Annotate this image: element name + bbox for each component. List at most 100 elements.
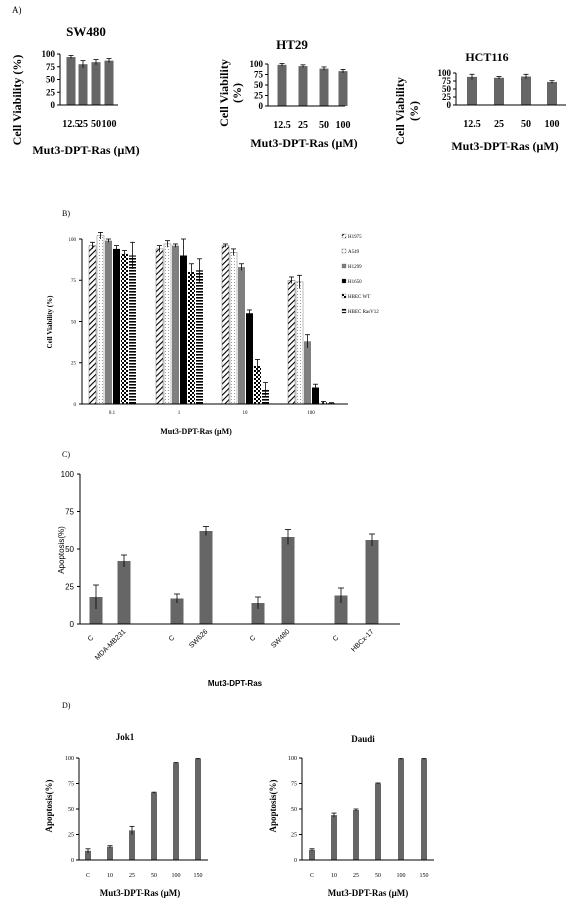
bar [151, 792, 157, 860]
bar-a549 [96, 235, 105, 405]
bars-panel-c [89, 526, 379, 624]
legend-label: H1975 [348, 235, 362, 240]
x-tick-label: 100 [545, 119, 560, 130]
legend-swatch [341, 248, 347, 254]
yticks-sw480: 0 25 50 75 100 [42, 49, 60, 110]
ylabel-jok1: Apoptosis(%) [44, 779, 54, 832]
xlabel-jok1: Mut3-DPT-Ras (μM) [100, 888, 181, 898]
bar-hbec-wt [188, 272, 195, 404]
x-tick-label: 100 [307, 411, 315, 416]
bar-treated [117, 561, 131, 624]
bar [91, 62, 101, 105]
y-tick-label: 25 [68, 833, 74, 839]
chart-title-daudi: Daudi [351, 734, 375, 744]
x-tick-label: 12.5 [62, 119, 80, 130]
bar-control [251, 603, 265, 624]
legend-swatch [341, 308, 347, 314]
bar [173, 763, 179, 860]
x-tick-label: 1 [178, 411, 181, 416]
bar [104, 60, 114, 105]
bar-h1299 [304, 341, 311, 404]
legend-swatch [341, 233, 347, 239]
bar [85, 850, 91, 860]
bar-h1299 [105, 240, 112, 404]
y-tick-label: 25 [442, 92, 452, 102]
ylabel-ht29-line1: Cell Viability [217, 59, 231, 127]
x-tick-label: 25 [353, 873, 359, 879]
bar-h1650 [113, 248, 120, 404]
legend-label: H1299 [348, 265, 362, 270]
panel-label-b: B) [62, 209, 70, 218]
bar [78, 64, 88, 105]
bar-treated [365, 540, 379, 624]
x-tick-label: 50 [375, 873, 381, 879]
chart-title-ht29: HT29 [276, 37, 308, 52]
y-tick-label: 25 [65, 582, 74, 591]
x-tick-label: 0.1 [109, 411, 116, 416]
legend-label: H1650 [348, 280, 362, 285]
xlabel-daudi: Mut3-DPT-Ras (μM) [328, 888, 409, 898]
bar-treated [281, 537, 295, 624]
y-tick-label: 50 [291, 807, 297, 813]
y-tick-label: 0 [70, 620, 75, 629]
y-tick-label: 50 [442, 84, 452, 94]
legend-label: A549 [348, 250, 360, 255]
x-tick-label: 150 [420, 873, 429, 879]
panel-label-c: C) [62, 450, 70, 459]
xlabel-ht29: Mut3-DPT-Ras (μM) [250, 136, 357, 150]
bar-h1650 [246, 313, 253, 404]
bar-h1975 [221, 245, 230, 405]
y-tick-label: 100 [438, 68, 452, 78]
legend-swatch [341, 278, 347, 284]
bar [277, 64, 287, 106]
chart-jok1: Jok1 Apoptosis(%) 0 25 50 75 100 C 10 25 50 100 1… [44, 732, 208, 898]
bar [66, 57, 76, 105]
y-tick-label: 25 [71, 362, 77, 367]
y-tick-label: 25 [46, 87, 56, 97]
y-tick-label: 50 [71, 320, 77, 325]
x-tick-label-control: C [168, 634, 177, 643]
xticks-jok1: C 10 25 50 100 150 [86, 873, 203, 879]
x-tick-label: 25 [298, 120, 308, 131]
y-tick-label: 50 [68, 807, 74, 813]
x-tick-label: 150 [194, 873, 203, 879]
x-tick-label-group: HBCx-17 [350, 628, 375, 653]
x-tick-label: 100 [172, 873, 181, 879]
x-tick-label: 10 [331, 873, 337, 879]
bar [298, 66, 308, 106]
bar [353, 810, 359, 860]
ylabel-hct116-line2: (%) [407, 101, 421, 121]
xlabel-panel-c: Mut3-DPT-Ras [208, 679, 263, 688]
bar-hbec-rasv12 [129, 255, 136, 404]
y-tick-label: 0 [71, 858, 74, 864]
x-tick-label: 50 [91, 119, 101, 130]
bar [195, 759, 201, 860]
bar [421, 759, 427, 860]
bar-h1650 [312, 387, 319, 404]
x-tick-label-control: C [87, 634, 96, 643]
bar [129, 830, 135, 860]
y-tick-label: 50 [254, 80, 264, 90]
y-tick-label: 75 [254, 70, 264, 80]
chart-title-sw480: SW480 [66, 24, 106, 39]
x-tick-label-control: C [332, 634, 341, 643]
x-tick-label: 100 [397, 873, 406, 879]
chart-title-hct116: HCT116 [465, 50, 508, 64]
chart-title-jok1: Jok1 [116, 732, 135, 742]
y-tick-label: 75 [442, 76, 452, 86]
x-tick-label: 100 [336, 120, 351, 131]
bar [375, 783, 381, 860]
x-tick-label: 25 [78, 119, 88, 130]
panel-label-d: D) [62, 701, 71, 710]
y-tick-label: 0 [447, 100, 452, 110]
xticks-panel-b: 0.1 1 10 100 [109, 411, 315, 416]
ylabel-ht29-line2: (%) [230, 83, 244, 103]
legend-label: HBEC RasV12 [348, 310, 379, 315]
y-tick-label: 100 [69, 238, 77, 243]
y-tick-label: 75 [71, 279, 77, 284]
